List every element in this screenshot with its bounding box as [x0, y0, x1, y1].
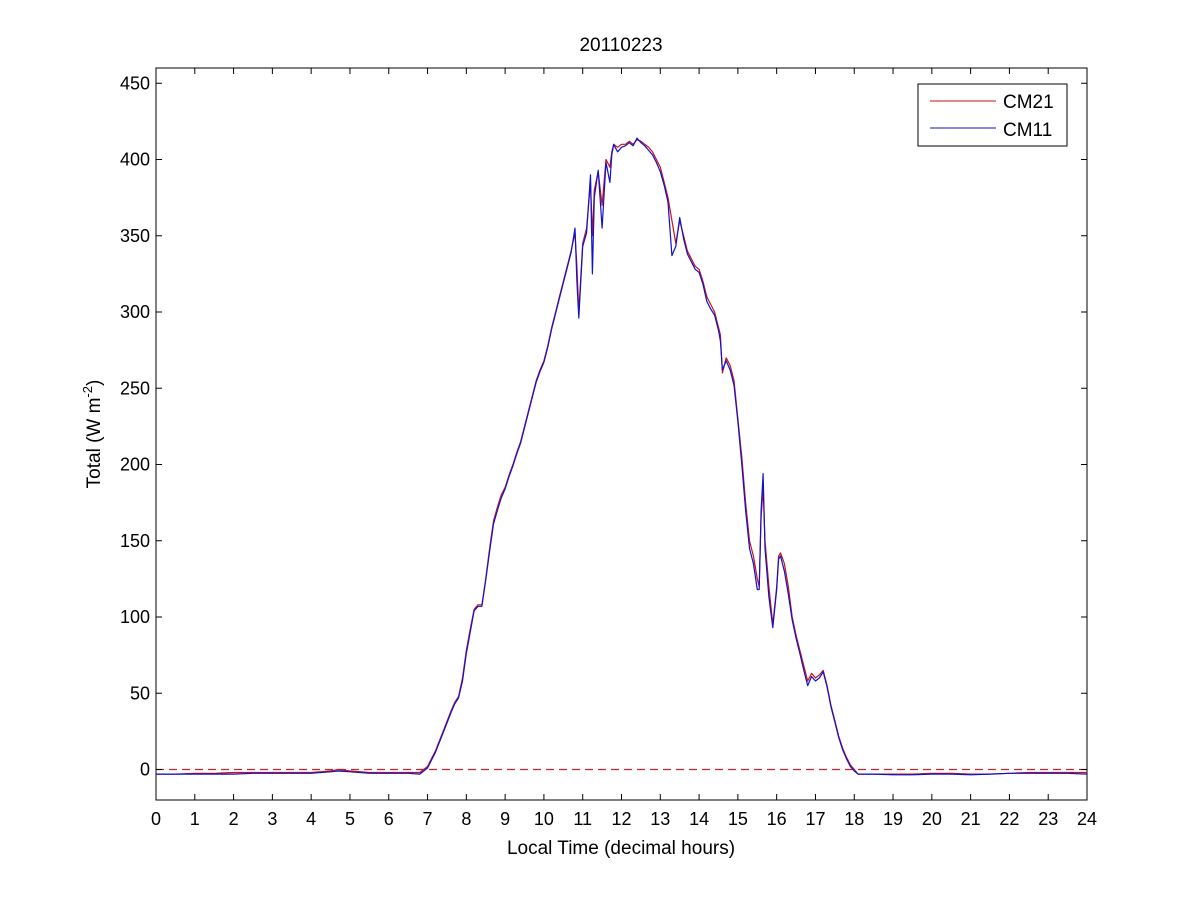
legend: CM21 CM11	[917, 83, 1068, 147]
x-tick-label: 14	[689, 809, 709, 829]
y-tick-label: 250	[120, 378, 150, 398]
y-axis: 0 50 100 150 200 250 300 350 400 450	[120, 73, 1087, 780]
x-tick-label: 0	[151, 809, 161, 829]
x-tick-label: 22	[999, 809, 1019, 829]
y-tick-label: 350	[120, 226, 150, 246]
legend-label-cm21: CM21	[1003, 92, 1054, 113]
x-axis: 0 1 2 3 4 5 6 7 8 9 10 11 12 13 14 15 16 17 18 19 20 21 22 23 24	[151, 68, 1097, 829]
legend-label-cm11: CM11	[1003, 120, 1052, 141]
y-tick-label: 100	[120, 607, 150, 627]
series-layer	[156, 137, 1088, 776]
x-tick-label: 16	[767, 809, 787, 829]
x-tick-label: 11	[573, 809, 592, 829]
y-axis-title-superscript: -2	[80, 386, 95, 398]
x-tick-label: 17	[805, 809, 825, 829]
x-tick-label: 20	[922, 809, 942, 829]
y-axis-title: Total (W m-2)	[80, 380, 105, 489]
x-tick-label: 10	[534, 809, 554, 829]
x-tick-label: 15	[728, 809, 748, 829]
x-tick-label: 6	[384, 809, 394, 829]
y-tick-label: 0	[140, 760, 150, 780]
x-tick-label: 21	[961, 809, 981, 829]
y-axis-title-main: Total (W m	[84, 398, 105, 489]
x-tick-label: 23	[1038, 809, 1058, 829]
x-tick-label: 18	[844, 809, 864, 829]
chart-title: 20110223	[579, 35, 662, 56]
x-axis-title: Local Time (decimal hours)	[507, 838, 735, 859]
x-tick-label: 19	[883, 809, 903, 829]
y-axis-title-suffix: )	[84, 380, 105, 386]
x-tick-label: 7	[423, 809, 433, 829]
legend-box	[917, 83, 1068, 147]
x-tick-label: 5	[345, 809, 355, 829]
x-tick-label: 13	[650, 809, 670, 829]
x-tick-label: 9	[500, 809, 510, 829]
y-tick-label: 450	[120, 73, 150, 93]
y-tick-label: 150	[120, 531, 150, 551]
x-tick-label: 1	[190, 809, 200, 829]
x-tick-label: 8	[461, 809, 471, 829]
x-tick-label: 2	[229, 809, 239, 829]
x-tick-label: 4	[306, 809, 316, 829]
y-tick-label: 400	[120, 150, 150, 170]
y-tick-label: 300	[120, 302, 150, 322]
x-tick-label: 12	[611, 809, 631, 829]
x-tick-label: 3	[267, 809, 277, 829]
series-line-cm11	[156, 137, 1088, 776]
x-tick-label: 24	[1077, 809, 1097, 829]
y-tick-label: 50	[130, 683, 150, 703]
y-tick-label: 200	[120, 455, 150, 475]
plot-area	[155, 67, 1088, 801]
